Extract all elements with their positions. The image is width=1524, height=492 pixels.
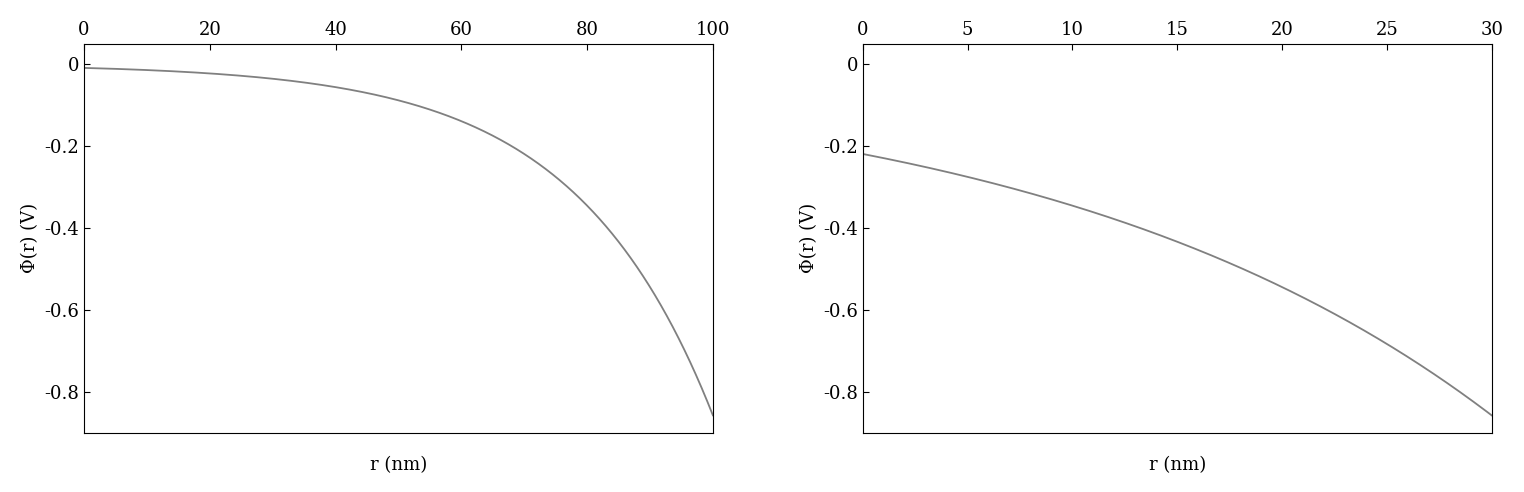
Text: r (nm): r (nm) (370, 456, 427, 474)
Y-axis label: Φ(r) (V): Φ(r) (V) (800, 203, 817, 274)
Text: r (nm): r (nm) (1149, 456, 1205, 474)
Y-axis label: Φ(r) (V): Φ(r) (V) (21, 203, 38, 274)
